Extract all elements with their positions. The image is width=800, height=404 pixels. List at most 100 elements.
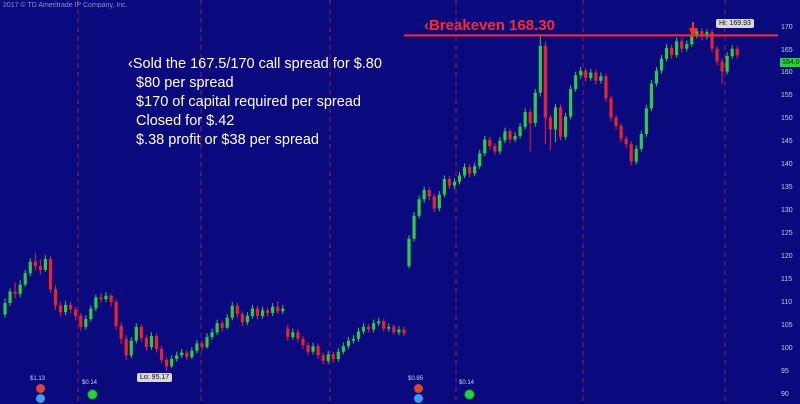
candle-body xyxy=(210,332,214,337)
candle-body xyxy=(180,352,184,356)
candle xyxy=(432,193,436,213)
candle-body xyxy=(548,117,552,130)
period-separators xyxy=(77,0,726,404)
y-tick-label: 160 xyxy=(781,69,793,77)
candle-body xyxy=(250,308,255,316)
candle-body xyxy=(159,348,164,360)
candle xyxy=(356,327,361,342)
candle xyxy=(18,280,22,298)
candle-body xyxy=(255,308,260,316)
candle xyxy=(144,335,148,351)
candle xyxy=(473,162,477,177)
y-tick-label: 150 xyxy=(781,115,793,123)
candle-body xyxy=(114,302,118,326)
candle-body xyxy=(432,196,436,209)
event-earnings-icon[interactable] xyxy=(414,384,423,393)
candle xyxy=(159,346,164,364)
candle xyxy=(619,123,623,143)
candle xyxy=(710,29,714,53)
candle xyxy=(412,212,416,242)
dividend-label-3: $0.85 xyxy=(408,376,424,382)
dividend-icon[interactable] xyxy=(464,389,475,400)
candle xyxy=(634,145,638,165)
candle-body xyxy=(336,351,340,360)
note-line-3: $170 of capital required per spread xyxy=(136,94,361,110)
note-line-2: $80 per spread xyxy=(136,75,234,91)
candle xyxy=(286,325,290,341)
candle xyxy=(427,187,431,201)
candle-body xyxy=(543,45,547,118)
candle-body xyxy=(473,166,477,174)
candle-body xyxy=(301,338,305,346)
candle xyxy=(341,342,345,355)
candle xyxy=(735,45,739,59)
candle xyxy=(675,37,679,58)
candle-body xyxy=(392,326,396,333)
candle-body xyxy=(715,48,719,62)
candle-body xyxy=(79,315,83,327)
candle-body xyxy=(306,345,310,352)
candle xyxy=(367,324,371,333)
candle-body xyxy=(488,139,492,146)
candle xyxy=(468,164,472,178)
candle-body xyxy=(33,261,37,267)
y-tick-label: 90 xyxy=(781,390,789,398)
candle xyxy=(48,256,53,293)
candle xyxy=(139,324,143,342)
candle xyxy=(579,67,583,79)
candle-body xyxy=(387,326,391,329)
candle xyxy=(351,335,356,344)
candle xyxy=(462,163,467,179)
candle-body xyxy=(291,332,295,337)
candle xyxy=(53,285,58,310)
candle-body xyxy=(493,145,497,152)
candles-group xyxy=(3,27,739,372)
candle xyxy=(614,114,618,130)
candle-body xyxy=(528,112,532,124)
event-split-icon[interactable] xyxy=(414,394,423,403)
high-price-label: Hi: 169.93 xyxy=(716,19,754,28)
candle xyxy=(508,128,512,144)
candle-body xyxy=(48,258,53,290)
y-tick-label: 140 xyxy=(781,161,793,169)
candle-body xyxy=(624,138,628,145)
candle xyxy=(215,319,219,336)
candle xyxy=(639,130,643,152)
candle-body xyxy=(220,323,224,328)
candle xyxy=(58,302,63,317)
candle-body xyxy=(558,107,563,137)
candle xyxy=(553,103,558,143)
dividend-icon[interactable] xyxy=(87,389,98,400)
candle-body xyxy=(53,289,58,306)
candle xyxy=(266,307,270,317)
candle-body xyxy=(589,72,593,79)
candle xyxy=(124,335,128,360)
candle-body xyxy=(629,144,633,162)
candle-body xyxy=(23,273,27,285)
candle xyxy=(245,312,249,326)
candle-body xyxy=(447,179,451,186)
candle xyxy=(569,85,573,120)
event-split-icon[interactable] xyxy=(36,394,45,403)
candle xyxy=(685,40,689,52)
candle xyxy=(397,325,401,336)
candle-body xyxy=(675,41,679,56)
candle-body xyxy=(382,321,386,329)
candle xyxy=(220,320,224,332)
candle-body xyxy=(58,305,63,313)
candle xyxy=(291,328,295,340)
candle-body xyxy=(619,125,623,139)
candle xyxy=(372,319,376,333)
candle xyxy=(185,349,189,360)
candle-body xyxy=(316,346,320,356)
candle xyxy=(513,132,517,143)
candle-body xyxy=(230,305,234,318)
candle xyxy=(417,195,421,219)
candle xyxy=(336,347,340,362)
event-earnings-icon[interactable] xyxy=(36,384,45,393)
candle xyxy=(296,329,300,343)
candle-body xyxy=(240,314,244,323)
candle-body xyxy=(452,181,457,186)
candle-body xyxy=(690,35,694,45)
candle-body xyxy=(427,190,431,197)
